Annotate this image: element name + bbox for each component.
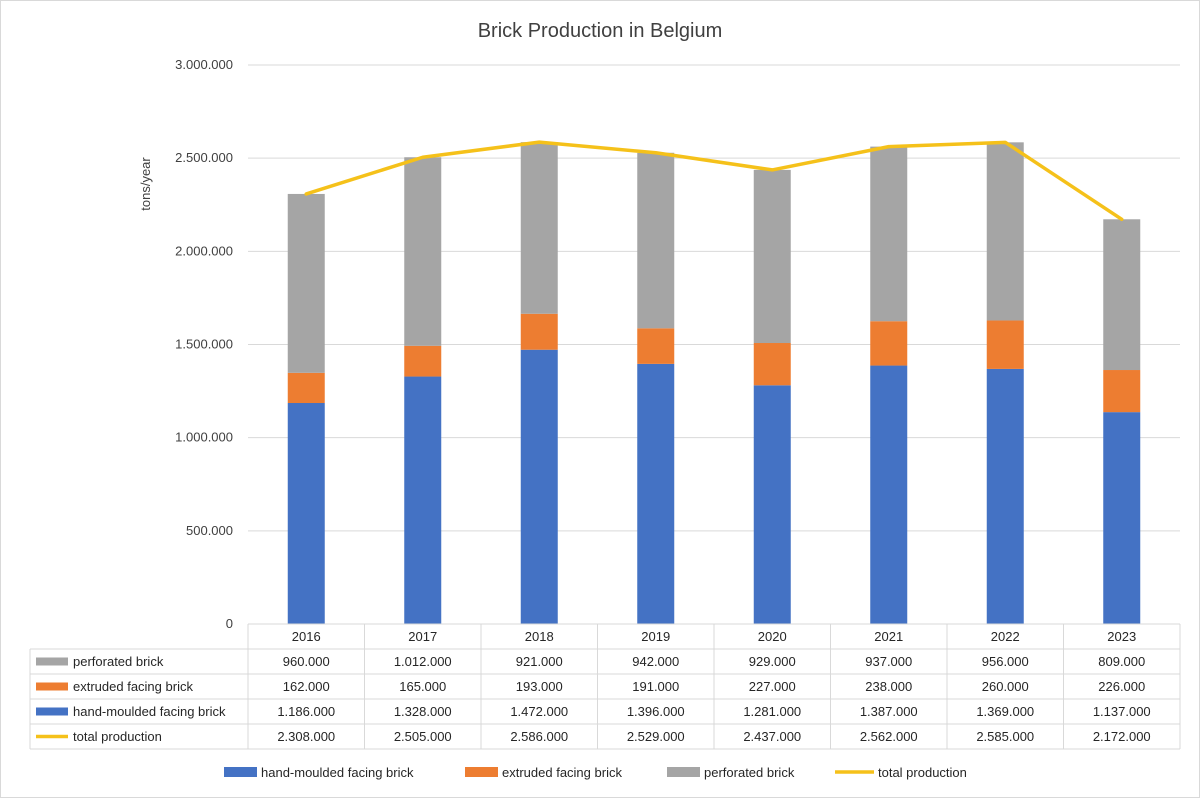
table-cell: 2.505.000 <box>394 729 452 744</box>
bar-segment <box>520 349 558 624</box>
y-tick-label: 0 <box>226 616 233 631</box>
legend-key <box>667 767 700 777</box>
bar-segment <box>1103 370 1141 413</box>
table-cell: 238.000 <box>865 679 912 694</box>
bar-segment <box>986 368 1024 624</box>
bar-segment <box>1103 219 1141 371</box>
total-production-line <box>304 140 1124 222</box>
table-cell: 227.000 <box>749 679 796 694</box>
legend-label: hand-moulded facing brick <box>261 765 414 780</box>
bar-segment <box>986 320 1024 369</box>
x-tick-label: 2021 <box>874 629 903 644</box>
table-cell: 960.000 <box>283 654 330 669</box>
y-tick-label: 500.000 <box>186 523 233 538</box>
y-tick-label: 3.000.000 <box>175 57 233 72</box>
x-tick-label: 2018 <box>525 629 554 644</box>
bar-segment <box>520 313 558 350</box>
bar-stacks <box>287 142 1141 624</box>
table-cell: 2.529.000 <box>627 729 685 744</box>
bar-segment <box>753 343 791 386</box>
table-cell: 956.000 <box>982 654 1029 669</box>
table-cell: 1.472.000 <box>510 704 568 719</box>
legend-key <box>465 767 498 777</box>
bar-segment <box>404 157 442 346</box>
table-cell: 193.000 <box>516 679 563 694</box>
y-tick-label: 1.000.000 <box>175 430 233 445</box>
bar-segment <box>287 372 325 404</box>
bar-segment <box>870 146 908 322</box>
table-cell: 162.000 <box>283 679 330 694</box>
table-cell: 260.000 <box>982 679 1029 694</box>
table-cell: 226.000 <box>1098 679 1145 694</box>
table-row-label: hand-moulded facing brick <box>73 704 226 719</box>
bar-segment <box>870 365 908 624</box>
table-cell: 1.396.000 <box>627 704 685 719</box>
legend: hand-moulded facing brick extruded facing… <box>224 765 967 780</box>
table-cell: 2.585.000 <box>976 729 1034 744</box>
table-cell: 929.000 <box>749 654 796 669</box>
table-legend-key <box>36 657 68 666</box>
total-line <box>304 140 1124 222</box>
table-cell: 1.186.000 <box>277 704 335 719</box>
y-tick-label: 2.000.000 <box>175 243 233 258</box>
table-cell: 809.000 <box>1098 654 1145 669</box>
bar-segment <box>870 321 908 366</box>
bar-segment <box>404 345 442 377</box>
table-cell: 1.281.000 <box>743 704 801 719</box>
table-cell: 921.000 <box>516 654 563 669</box>
legend-key <box>224 767 257 777</box>
table-cell: 1.137.000 <box>1093 704 1151 719</box>
table-row-label: perforated brick <box>73 654 164 669</box>
legend-label: total production <box>878 765 967 780</box>
x-tick-label: 2023 <box>1107 629 1136 644</box>
gridlines <box>248 64 1180 532</box>
table-row-label: total production <box>73 729 162 744</box>
bar-segment <box>287 403 325 624</box>
bar-segment <box>404 376 442 624</box>
bar-segment <box>1103 412 1141 624</box>
bar-segment <box>637 328 675 364</box>
table-cell: 2.172.000 <box>1093 729 1151 744</box>
table-cell: 942.000 <box>632 654 679 669</box>
bar-segment <box>287 193 325 373</box>
bar-segment <box>986 142 1024 321</box>
legend-label: extruded facing brick <box>502 765 622 780</box>
table-cell: 191.000 <box>632 679 679 694</box>
bar-segment <box>637 363 675 624</box>
x-tick-label: 2017 <box>408 629 437 644</box>
table-legend-key <box>36 707 68 716</box>
legend-label: perforated brick <box>704 765 795 780</box>
y-axis-label: tons/year <box>138 157 153 211</box>
table-row-label: extruded facing brick <box>73 679 193 694</box>
data-table: 2016 2017 2018 2019 2020 2021 2022 2023 perforat… <box>29 623 1181 750</box>
x-tick-label: 2019 <box>641 629 670 644</box>
table-legend-key <box>36 682 68 691</box>
table-cell: 2.562.000 <box>860 729 918 744</box>
table-cell: 2.308.000 <box>277 729 335 744</box>
table-cell: 937.000 <box>865 654 912 669</box>
table-cell: 1.012.000 <box>394 654 452 669</box>
x-tick-label: 2016 <box>292 629 321 644</box>
table-cell: 2.437.000 <box>743 729 801 744</box>
table-cell: 1.369.000 <box>976 704 1034 719</box>
table-cell: 1.328.000 <box>394 704 452 719</box>
bar-segment <box>753 385 791 624</box>
bar-segment <box>520 142 558 314</box>
x-tick-label: 2022 <box>991 629 1020 644</box>
table-cell: 165.000 <box>399 679 446 694</box>
bar-segment <box>637 152 675 329</box>
y-tick-label: 2.500.000 <box>175 150 233 165</box>
x-tick-label: 2020 <box>758 629 787 644</box>
table-cell: 2.586.000 <box>510 729 568 744</box>
chart-title: Brick Production in Belgium <box>478 20 723 42</box>
bar-segment <box>753 169 791 344</box>
y-tick-label: 1.500.000 <box>175 337 233 352</box>
y-tick-labels: 0 500.000 1.000.000 1.500.000 2.000.000 2.500… <box>175 57 233 631</box>
table-cell: 1.387.000 <box>860 704 918 719</box>
